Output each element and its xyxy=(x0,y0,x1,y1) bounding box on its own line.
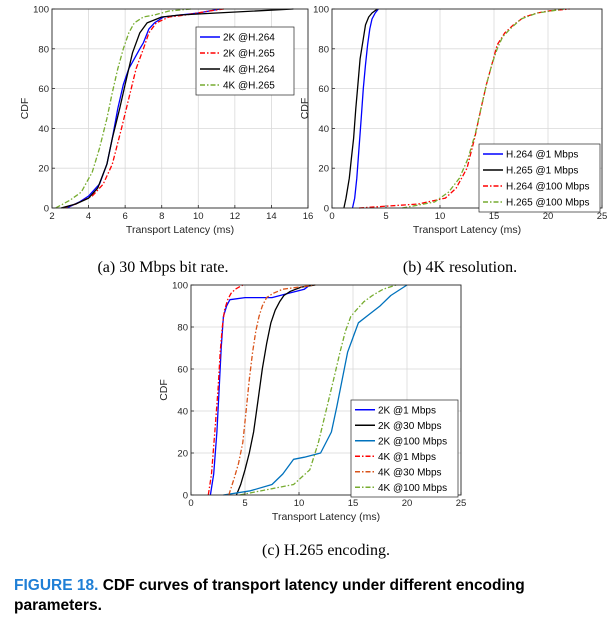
x-tick-label: 25 xyxy=(456,498,467,509)
legend-box xyxy=(195,26,295,96)
legend: H.264 @1 Mbps H.265 @1 Mbps H.264 @100 Mbp… xyxy=(478,143,601,213)
legend: 2K @1 Mbps 2K @30 Mbps 2K @100 Mbps 4K @1 M… xyxy=(350,399,459,498)
legend: 2K @H.264 2K @H.265 4K @H.264 4K @H.265 xyxy=(195,26,295,96)
x-tick-label: 0 xyxy=(329,211,334,222)
legend-box xyxy=(478,143,601,213)
figure-caption: FIGURE 18. CDF curves of transport laten… xyxy=(14,576,604,616)
y-axis-label: CDF xyxy=(158,379,170,401)
subcaption-b: (b) 4K resolution. xyxy=(403,259,517,276)
series-line-4 xyxy=(55,8,192,209)
y-tick-label: 100 xyxy=(33,5,49,16)
y-tick-label: 60 xyxy=(177,365,188,376)
y-tick-label: 80 xyxy=(38,44,49,55)
y-tick-label: 20 xyxy=(318,164,329,175)
x-tick-label: 0 xyxy=(188,498,193,509)
series-line-2 xyxy=(343,8,378,209)
series-line-1 xyxy=(351,8,379,209)
x-tick-label: 4 xyxy=(86,211,91,222)
legend-label: 2K @H.265 xyxy=(223,49,275,60)
x-tick-label: 15 xyxy=(348,498,359,509)
x-tick-label: 8 xyxy=(159,211,164,222)
x-tick-label: 5 xyxy=(242,498,247,509)
y-tick-label: 40 xyxy=(38,124,49,135)
y-tick-label: 0 xyxy=(183,491,188,502)
y-tick-label: 80 xyxy=(177,323,188,334)
legend-label: 4K @H.264 xyxy=(223,65,275,76)
x-tick-label: 10 xyxy=(294,498,305,509)
x-tick-label: 20 xyxy=(543,211,554,222)
y-axis-label: CDF xyxy=(19,98,31,120)
y-tick-label: 60 xyxy=(38,84,49,95)
axes-frame xyxy=(51,8,309,209)
y-tick-label: 100 xyxy=(172,281,188,292)
x-tick-label: 12 xyxy=(230,211,241,222)
legend-label: H.264 @100 Mbps xyxy=(506,182,590,193)
chart-panel-b: 0 5 10 15 20 25 0 20 40 60 80 100 Transport Latency … xyxy=(299,5,607,237)
series-line-3 xyxy=(60,8,294,209)
x-tick-label: 15 xyxy=(489,211,500,222)
legend-label: H.265 @1 Mbps xyxy=(506,166,578,177)
legend-label: 2K @H.264 xyxy=(223,33,275,44)
axes-frame xyxy=(331,8,603,209)
x-tick-label: 25 xyxy=(597,211,608,222)
y-tick-label: 0 xyxy=(324,204,329,215)
legend-label: 4K @30 Mbps xyxy=(378,467,442,478)
series-line-2 xyxy=(235,284,316,496)
series-line-3 xyxy=(223,284,408,496)
x-tick-label: 6 xyxy=(122,211,127,222)
legend-label: 2K @30 Mbps xyxy=(378,421,442,432)
y-tick-label: 60 xyxy=(318,84,329,95)
x-tick-label: 20 xyxy=(402,498,413,509)
legend-label: H.264 @1 Mbps xyxy=(506,150,578,161)
legend-box xyxy=(350,399,459,498)
y-tick-label: 40 xyxy=(318,124,329,135)
x-tick-label: 14 xyxy=(266,211,277,222)
figure-caption-text: CDF curves of transport latency under di… xyxy=(14,577,525,614)
legend-label: 4K @100 Mbps xyxy=(378,483,447,494)
axes-frame xyxy=(190,284,462,496)
x-tick-label: 16 xyxy=(303,211,314,222)
series-line-4 xyxy=(402,8,565,209)
legend-label: 2K @1 Mbps xyxy=(378,405,436,416)
legend-label: 4K @H.265 xyxy=(223,81,275,92)
x-tick-label: 10 xyxy=(435,211,446,222)
legend-label: H.265 @100 Mbps xyxy=(506,198,590,209)
figure-label: FIGURE 18. xyxy=(14,577,99,594)
y-tick-label: 40 xyxy=(177,407,188,418)
legend-label: 2K @100 Mbps xyxy=(378,436,447,447)
x-axis-label: Transport Latency (ms) xyxy=(272,511,380,523)
series-line-2 xyxy=(62,8,224,209)
x-axis-label: Transport Latency (ms) xyxy=(413,224,521,236)
subcaption-a: (a) 30 Mbps bit rate. xyxy=(97,259,228,276)
legend-label: 4K @1 Mbps xyxy=(378,452,436,463)
x-tick-label: 2 xyxy=(49,211,54,222)
x-tick-label: 5 xyxy=(383,211,388,222)
y-tick-label: 20 xyxy=(38,164,49,175)
y-tick-label: 100 xyxy=(313,5,329,16)
y-axis-label: CDF xyxy=(299,98,311,120)
chart-panel-a: 2 4 6 8 10 12 14 16 0 20 40 60 80 100 Transport Latenc… xyxy=(19,5,313,237)
y-tick-label: 0 xyxy=(44,204,49,215)
x-tick-label: 10 xyxy=(193,211,204,222)
series-line-4 xyxy=(207,284,244,496)
chart-panel-c: 0 5 10 15 20 25 0 20 40 60 80 100 Transport Latency … xyxy=(158,281,466,524)
x-axis-label: Transport Latency (ms) xyxy=(126,224,234,236)
y-tick-label: 80 xyxy=(318,44,329,55)
subcaption-c: (c) H.265 encoding. xyxy=(262,542,390,559)
y-tick-label: 20 xyxy=(177,449,188,460)
